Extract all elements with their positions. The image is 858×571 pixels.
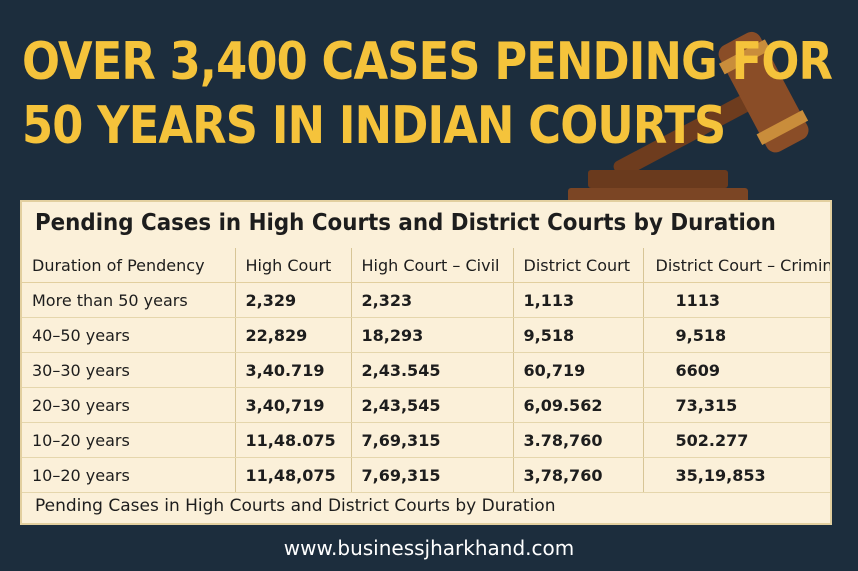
value-cell: 2,43.545 [350, 352, 513, 388]
value-cell: 3.78,760 [512, 422, 643, 458]
pending-cases-table: Duration of Pendency High Court High Cou… [22, 248, 830, 493]
value-cell: 9,518 [642, 317, 830, 353]
table-row: 20–30 years 3,40,719 2,43,545 6,09.562 7… [22, 387, 830, 423]
value-cell: 18,293 [350, 317, 513, 353]
value-cell: 6,09.562 [512, 387, 643, 423]
value-cell: 3,40,719 [234, 387, 351, 423]
duration-cell: 40–50 years [22, 317, 235, 353]
value-cell: 2,43,545 [350, 387, 513, 423]
website-url: www.businessjharkhand.com [283, 536, 575, 560]
value-cell: 11,48.075 [234, 422, 351, 458]
duration-cell: 10–20 years [22, 422, 235, 458]
value-cell: 6609 [642, 352, 830, 388]
value-cell: 1113 [642, 282, 830, 318]
value-cell: 1,113 [512, 282, 643, 318]
table-footer-caption: Pending Cases in High Courts and Distric… [35, 496, 556, 516]
value-cell: 3,40.719 [234, 352, 351, 388]
value-cell: 60,719 [512, 352, 643, 388]
value-cell: 2,329 [234, 282, 351, 318]
table-row: More than 50 years 2,329 2,323 1,113 111… [22, 282, 830, 318]
value-cell: 73,315 [642, 387, 830, 423]
duration-cell: 20–30 years [22, 387, 235, 423]
headline-line-2: 50 YEARS IN INDIAN COURTS [22, 96, 726, 156]
duration-cell: 10–20 years [22, 457, 235, 493]
column-header: High Court [234, 248, 351, 283]
column-header: District Court – Crimina [642, 248, 830, 283]
table-row: 10–20 years 11,48,075 7,69,315 3,78,760 … [22, 457, 830, 493]
value-cell: 11,48,075 [234, 457, 351, 493]
column-header: High Court – Civil [350, 248, 513, 283]
table-row: 30–30 years 3,40.719 2,43.545 60,719 660… [22, 352, 830, 388]
value-cell: 9,518 [512, 317, 643, 353]
table-row: 10–20 years 11,48.075 7,69,315 3.78,760 … [22, 422, 830, 458]
duration-cell: More than 50 years [22, 282, 235, 318]
duration-cell: 30–30 years [22, 352, 235, 388]
table-panel: Pending Cases in High Courts and Distric… [20, 200, 832, 525]
value-cell: 502.277 [642, 422, 830, 458]
value-cell: 2,323 [350, 282, 513, 318]
headline: OVER 3,400 CASES PENDING FOR 50 YEARS IN… [22, 30, 833, 158]
headline-line-1: OVER 3,400 CASES PENDING FOR [22, 32, 833, 92]
value-cell: 7,69,315 [350, 457, 513, 493]
table-title: Pending Cases in High Courts and Distric… [35, 210, 776, 236]
value-cell: 3,78,760 [512, 457, 643, 493]
value-cell: 22,829 [234, 317, 351, 353]
column-header: District Court [512, 248, 643, 283]
table-row: 40–50 years 22,829 18,293 9,518 9,518 [22, 317, 830, 353]
gavel-icon [568, 31, 809, 210]
value-cell: 35,19,853 [642, 457, 830, 493]
value-cell: 7,69,315 [350, 422, 513, 458]
column-header: Duration of Pendency [22, 248, 235, 283]
table-header-row: Duration of Pendency High Court High Cou… [22, 248, 830, 283]
